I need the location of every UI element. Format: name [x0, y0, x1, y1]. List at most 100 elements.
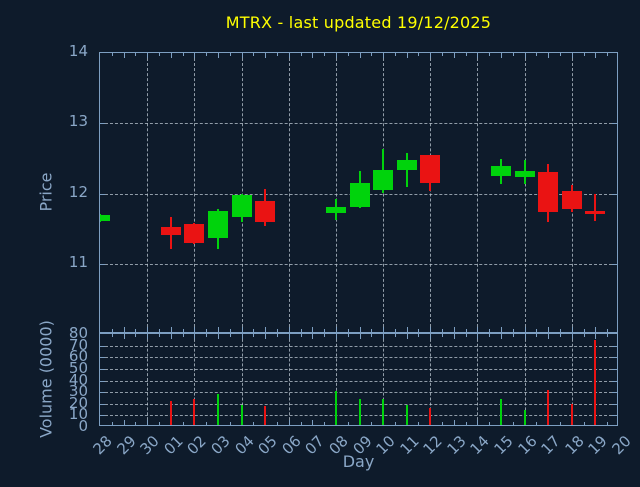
x-tick-mark — [418, 334, 420, 337]
x-tick-mark — [300, 334, 302, 337]
x-tick-mark — [430, 334, 432, 339]
x-tick-mark — [442, 329, 444, 332]
day-gridline — [288, 53, 290, 332]
price-tick-mark — [100, 193, 105, 195]
price-gridline — [100, 123, 617, 125]
x-tick-mark — [371, 53, 373, 56]
price-tick-label: 13 — [68, 112, 88, 131]
x-tick-mark — [501, 53, 503, 58]
x-tick-mark — [536, 53, 538, 56]
x-tick-mark — [276, 329, 278, 332]
day-gridline — [335, 334, 337, 425]
x-tick-mark — [489, 329, 491, 332]
x-tick-mark — [147, 420, 149, 425]
x-tick-mark — [359, 53, 361, 58]
x-tick-mark — [583, 53, 585, 56]
volume-tick-mark — [612, 368, 617, 370]
x-tick-mark — [512, 329, 514, 332]
price-tick-label: 12 — [68, 182, 88, 201]
volume-bar — [405, 404, 408, 425]
x-tick-mark — [406, 53, 408, 58]
volume-bar — [264, 406, 267, 425]
x-tick-mark — [453, 334, 455, 339]
x-tick-mark — [465, 53, 467, 56]
x-tick-mark — [571, 334, 573, 339]
x-tick-mark — [206, 329, 208, 332]
x-tick-mark — [548, 327, 550, 332]
volume-tick-mark — [100, 392, 105, 394]
x-tick-mark — [548, 53, 550, 58]
volume-gridline — [100, 380, 617, 382]
x-tick-mark — [607, 329, 609, 332]
x-tick-mark — [465, 422, 467, 425]
x-tick-mark — [442, 334, 444, 337]
x-tick-mark — [241, 327, 243, 332]
candle-body — [373, 170, 394, 190]
price-tick-mark — [100, 263, 105, 265]
x-tick-mark — [560, 53, 562, 56]
x-tick-mark — [607, 422, 609, 425]
volume-tick-label: 40 — [68, 370, 88, 389]
price-gridline — [100, 263, 617, 265]
volume-bar — [594, 339, 597, 425]
x-tick-mark — [512, 422, 514, 425]
x-tick-mark — [135, 53, 137, 56]
x-tick-mark — [241, 334, 243, 339]
volume-gridline — [100, 357, 617, 359]
x-tick-mark — [123, 53, 125, 58]
candle-body — [255, 201, 276, 223]
x-tick-mark — [170, 327, 172, 332]
x-tick-mark — [442, 53, 444, 56]
x-tick-mark — [135, 422, 137, 425]
x-tick-mark — [394, 53, 396, 56]
x-tick-mark — [229, 329, 231, 332]
x-tick-mark — [383, 53, 385, 58]
candle-body — [514, 171, 535, 177]
volume-bar — [547, 389, 550, 425]
volume-gridline — [100, 368, 617, 370]
candle-body — [561, 191, 582, 209]
x-tick-mark — [300, 329, 302, 332]
x-tick-mark — [583, 422, 585, 425]
x-tick-mark — [111, 334, 113, 337]
day-gridline — [194, 53, 196, 332]
x-tick-mark — [383, 334, 385, 339]
x-tick-mark — [147, 53, 149, 58]
volume-tick-mark — [100, 380, 105, 382]
x-tick-mark — [111, 329, 113, 332]
x-tick-mark — [253, 422, 255, 425]
candle-body — [207, 211, 228, 238]
x-tick-mark — [394, 422, 396, 425]
price-tick-mark — [612, 193, 617, 195]
x-tick-mark — [359, 334, 361, 339]
x-tick-mark — [595, 53, 597, 58]
x-tick-mark — [123, 327, 125, 332]
x-tick-mark — [418, 329, 420, 332]
x-tick-mark — [324, 53, 326, 56]
volume-axis-title: Volume (0000) — [36, 320, 56, 438]
x-tick-mark — [524, 334, 526, 339]
x-tick-mark — [265, 327, 267, 332]
volume-tick-mark — [100, 415, 105, 417]
x-tick-mark — [253, 329, 255, 332]
x-tick-mark — [229, 334, 231, 337]
price-tick-mark — [612, 123, 617, 125]
x-tick-mark — [147, 334, 149, 339]
volume-tick-mark — [612, 345, 617, 347]
price-tick-label: 14 — [68, 42, 88, 60]
x-tick-mark — [335, 334, 337, 339]
x-tick-mark — [560, 329, 562, 332]
x-tick-mark — [229, 422, 231, 425]
volume-tick-label: 50 — [68, 358, 88, 377]
volume-tick-mark — [612, 380, 617, 382]
x-tick-mark — [418, 422, 420, 425]
x-tick-mark — [607, 53, 609, 56]
candle-body — [160, 227, 181, 235]
day-gridline — [147, 53, 149, 332]
x-tick-mark — [206, 53, 208, 56]
volume-bar — [240, 404, 243, 425]
x-tick-mark — [300, 422, 302, 425]
volume-tick-mark — [612, 415, 617, 417]
candle-body — [585, 211, 606, 214]
x-tick-mark — [442, 422, 444, 425]
